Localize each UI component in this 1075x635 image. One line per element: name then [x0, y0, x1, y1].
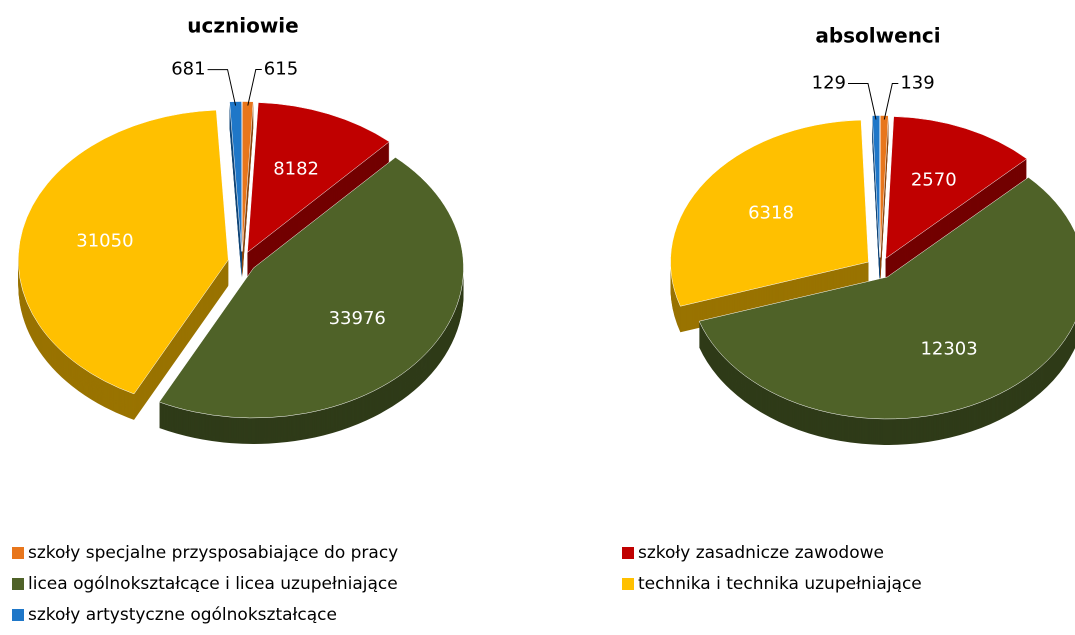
- leader-line: [207, 69, 237, 106]
- slice: [670, 119, 869, 307]
- slice: [158, 157, 464, 419]
- slice: [871, 115, 880, 258]
- chart-title: uczniowie: [187, 14, 298, 38]
- legend-swatch: [12, 547, 24, 559]
- legend-label: licea ogólnokształcące i licea uzupełnia…: [28, 574, 398, 594]
- data-label: 681: [171, 59, 205, 80]
- legend-swatch: [12, 578, 24, 590]
- data-label: 12303: [920, 339, 977, 360]
- legend-label: szkoły artystyczne ogólnokształcące: [28, 605, 337, 625]
- leader-line: [847, 83, 877, 120]
- data-label: 139: [900, 73, 934, 94]
- legend-label: szkoły specjalne przysposabiające do pra…: [28, 543, 398, 563]
- leader-line: [883, 83, 899, 120]
- data-label: 615: [264, 59, 298, 80]
- slice: [18, 109, 229, 395]
- data-label: 6318: [748, 202, 794, 223]
- data-label: 2570: [911, 169, 957, 190]
- data-label: 8182: [273, 158, 319, 179]
- slice: [242, 101, 254, 252]
- legend-swatch: [622, 547, 634, 559]
- data-label: 129: [812, 73, 846, 94]
- data-label: 33976: [329, 308, 386, 329]
- legend-label: technika i technika uzupełniające: [638, 574, 922, 594]
- slice: [247, 102, 390, 253]
- slice: [229, 101, 242, 252]
- data-label: 31050: [76, 231, 133, 252]
- legend-swatch: [622, 578, 634, 590]
- legend-swatch: [12, 609, 24, 621]
- leader-line: [247, 69, 262, 106]
- chart-title: absolwenci: [815, 24, 940, 48]
- slice: [698, 177, 1075, 420]
- legend-label: szkoły zasadnicze zawodowe: [638, 543, 884, 563]
- slice: [885, 116, 1028, 259]
- slice: [880, 115, 889, 258]
